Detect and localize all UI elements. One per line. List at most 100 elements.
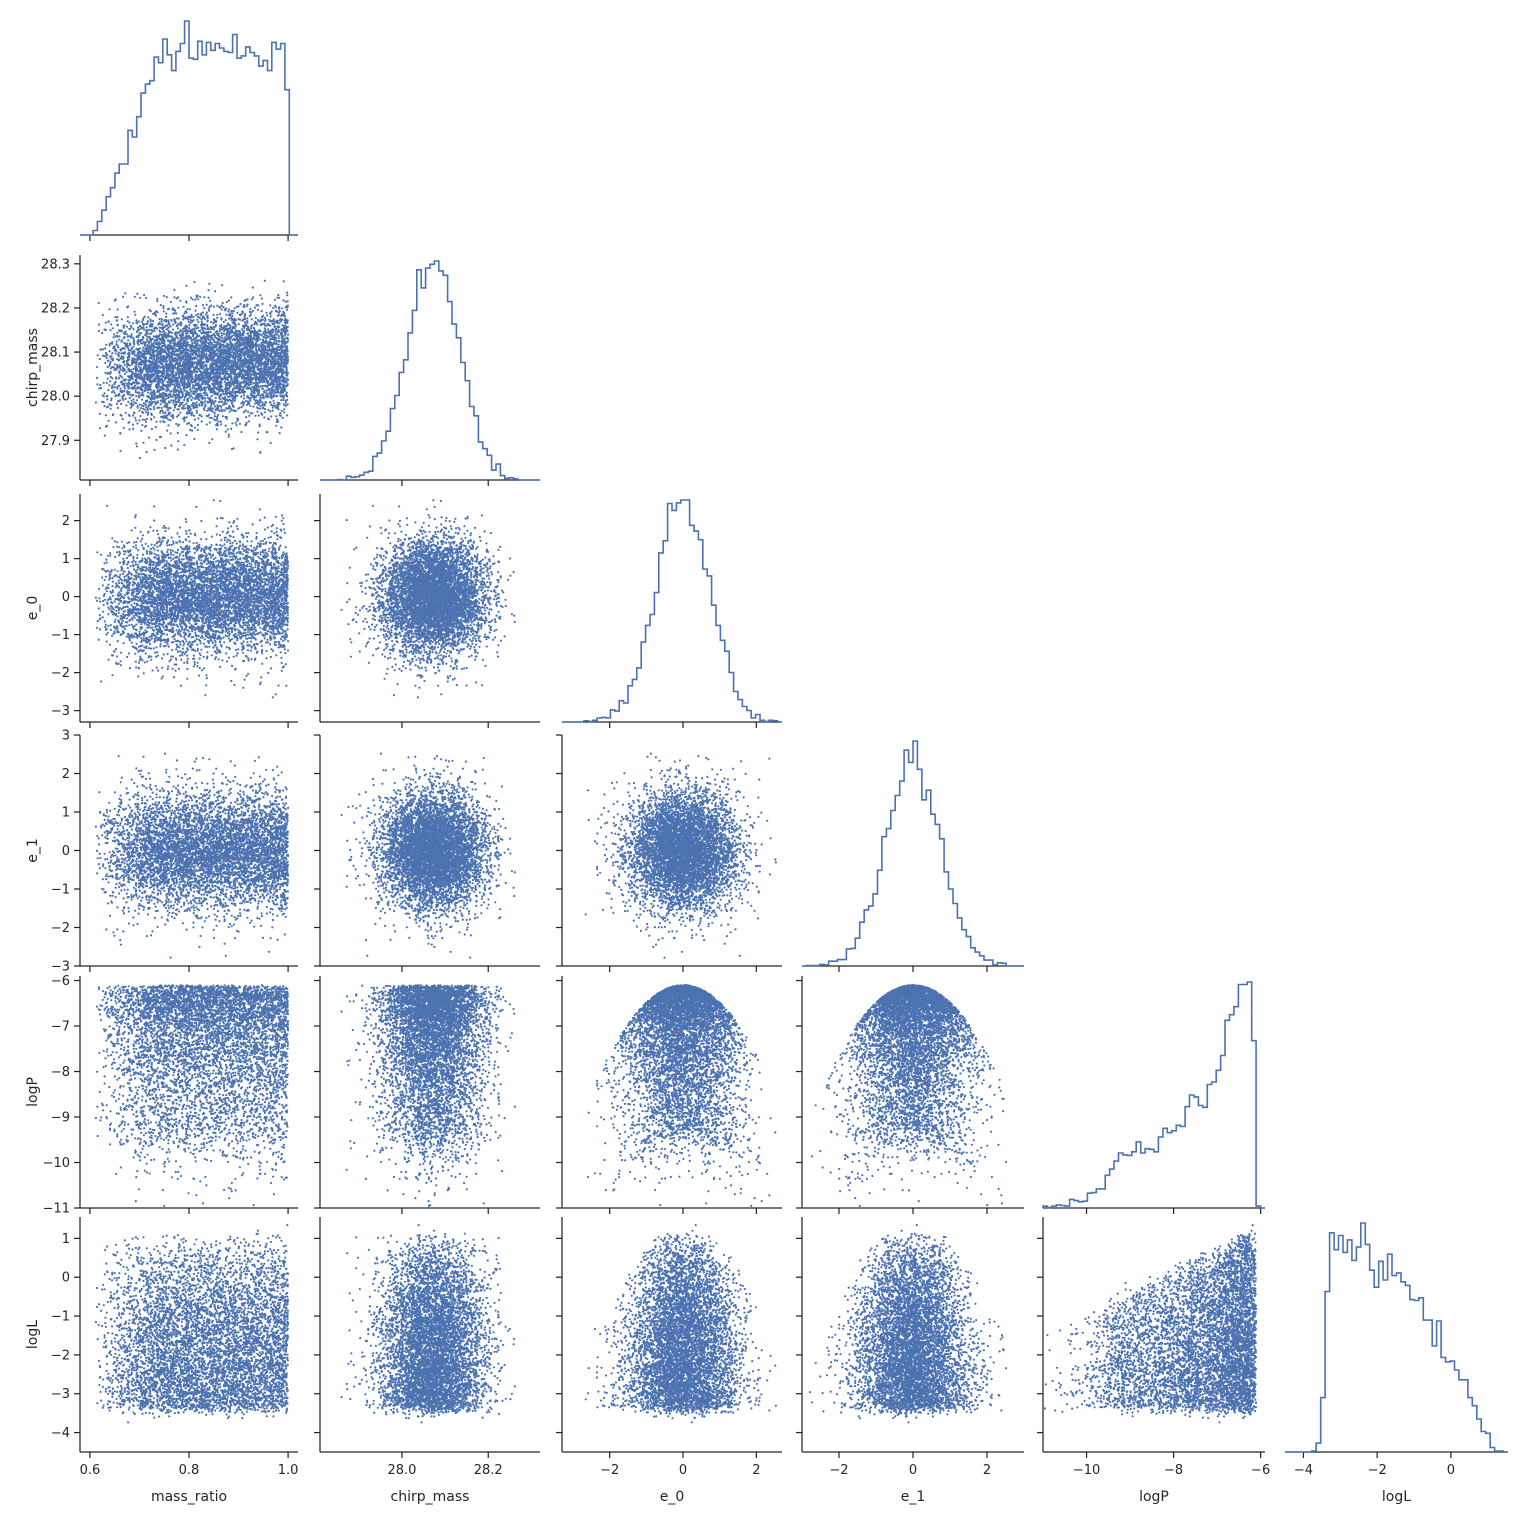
scatter-point (148, 329, 150, 331)
scatter-point (132, 428, 134, 430)
y-tick-label: 27.9 (41, 434, 70, 449)
scatter-point (149, 309, 151, 311)
panel-mass_ratio-vs-mass_ratio (80, 21, 298, 241)
scatter-point (134, 417, 136, 419)
scatter-point (135, 419, 137, 421)
scatter-point (155, 439, 157, 441)
scatter-point (257, 309, 259, 311)
scatter-point (160, 403, 162, 405)
scatter-points (95, 280, 289, 460)
scatter-point (191, 298, 193, 300)
scatter-point (188, 321, 190, 323)
scatter-point (109, 363, 111, 365)
scatter-point (106, 398, 108, 400)
scatter-point (136, 399, 138, 401)
scatter-point (127, 422, 129, 424)
scatter-point (206, 320, 208, 322)
scatter-point (220, 393, 222, 395)
scatter-point (142, 347, 144, 349)
scatter-point (145, 421, 147, 423)
scatter-point (201, 420, 203, 422)
scatter-point (172, 323, 174, 325)
scatter-point (199, 330, 201, 332)
scatter-point (287, 334, 289, 336)
axes-layer: 27.928.028.128.228.3−3−2−1012−3−2−10123−… (25, 21, 1508, 1505)
scatter-point (275, 395, 277, 397)
scatter-point (108, 308, 110, 310)
scatter-point (126, 383, 128, 385)
scatter-point (113, 333, 115, 335)
scatter-point (238, 407, 240, 409)
scatter-point (188, 324, 190, 326)
scatter-point (225, 425, 227, 427)
scatter-point (170, 419, 172, 421)
scatter-point (165, 312, 167, 314)
scatter-point (270, 315, 272, 317)
histogram-mass_ratio (80, 21, 298, 235)
scatter-point (240, 402, 242, 404)
scatter-point (241, 320, 243, 322)
y-tick-label: 28.2 (41, 301, 70, 316)
scatter-point (269, 391, 271, 393)
scatter-point (264, 280, 266, 282)
scatter-point (124, 364, 126, 366)
scatter-point (220, 423, 222, 425)
scatter-point (207, 396, 209, 398)
scatter-point (163, 295, 165, 297)
scatter-point (122, 418, 124, 420)
scatter-point (166, 430, 168, 432)
scatter-point (150, 413, 152, 415)
scatter-point (251, 298, 253, 300)
scatter-point (239, 423, 241, 425)
scatter-point (183, 444, 185, 446)
scatter-point (120, 403, 122, 405)
scatter-point (234, 307, 236, 309)
scatter-point (132, 368, 134, 370)
scatter-point (194, 419, 196, 421)
scatter-point (104, 435, 106, 437)
scatter-point (128, 428, 130, 430)
scatter-point (251, 318, 253, 320)
scatter-point (110, 399, 112, 401)
y-tick-label: 28.1 (41, 346, 70, 361)
scatter-point (267, 409, 269, 411)
scatter-point (261, 297, 263, 299)
scatter-point (196, 406, 198, 408)
panel-chirp_mass-vs-mass_ratio: 27.928.028.128.228.3 (41, 255, 298, 486)
scatter-point (197, 429, 199, 431)
scatter-point (183, 312, 185, 314)
scatter-point (139, 457, 141, 459)
scatter-point (231, 315, 233, 317)
scatter-point (235, 422, 237, 424)
scatter-point (267, 328, 269, 330)
scatter-point (261, 310, 263, 312)
scatter-point (146, 326, 148, 328)
scatter-point (156, 298, 158, 300)
scatter-point (228, 434, 230, 436)
scatter-point (107, 360, 109, 362)
scatter-point (207, 317, 209, 319)
scatter-point (191, 342, 193, 344)
scatter-point (185, 285, 187, 287)
scatter-point (210, 331, 212, 333)
scatter-point (162, 307, 164, 309)
scatter-point (258, 414, 260, 416)
scatter-point (146, 451, 148, 453)
scatter-point (257, 404, 259, 406)
scatter-point (281, 410, 283, 412)
scatter-point (206, 410, 208, 412)
scatter-point (120, 388, 122, 390)
scatter-point (121, 318, 123, 320)
scatter-point (105, 344, 107, 346)
scatter-point (159, 436, 161, 438)
scatter-point (252, 406, 254, 408)
scatter-point (136, 335, 138, 337)
scatter-point (132, 322, 134, 324)
scatter-point (162, 305, 164, 307)
scatter-point (152, 320, 154, 322)
scatter-point (183, 306, 185, 308)
scatter-point (106, 382, 108, 384)
scatter-point (225, 314, 227, 316)
scatter-point (272, 400, 274, 402)
